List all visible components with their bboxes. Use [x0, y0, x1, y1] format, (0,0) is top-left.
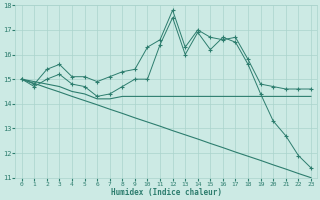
X-axis label: Humidex (Indice chaleur): Humidex (Indice chaleur)	[111, 188, 222, 197]
